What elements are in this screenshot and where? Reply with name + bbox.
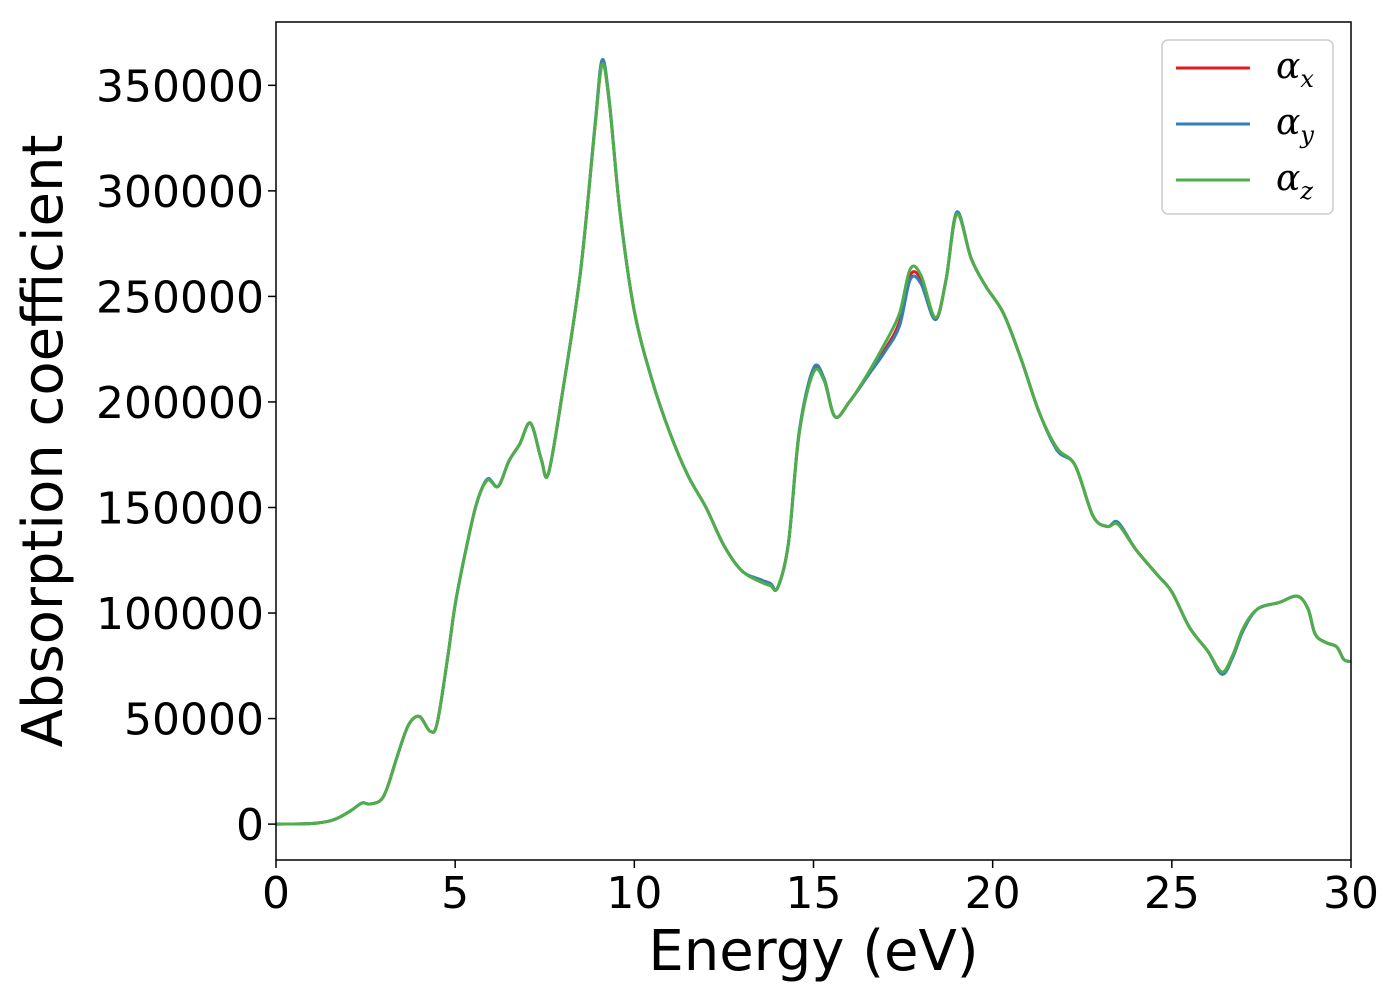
x-tick-label: 20	[965, 868, 1021, 919]
legend-label-base: α	[1276, 158, 1300, 199]
legend-label-subscript: x	[1300, 65, 1314, 93]
y-axis: 0 50000 100000 150000 200000 250000 300000 3500…	[96, 61, 276, 851]
y-axis-title: Absorption coefficient	[11, 135, 76, 748]
legend-label-x: αx	[1276, 46, 1314, 93]
x-tick-label: 25	[1144, 868, 1200, 919]
x-tick-label: 30	[1323, 868, 1379, 919]
x-tick-label: 15	[786, 868, 842, 919]
series-line-z	[276, 62, 1351, 826]
y-tick-label: 200000	[96, 378, 264, 429]
series-layer	[276, 57, 1351, 826]
y-tick-label: 250000	[96, 272, 264, 323]
legend-label-y: αy	[1276, 102, 1314, 149]
x-tick-label: 5	[441, 868, 469, 919]
x-axis-title: Energy (eV)	[648, 919, 978, 984]
x-axis: 0 5 10 15 20 25 30	[262, 860, 1379, 919]
y-tick-label: 350000	[96, 61, 264, 112]
y-tick-label: 300000	[96, 167, 264, 218]
legend-label-base: α	[1276, 102, 1300, 143]
x-tick-label: 0	[262, 868, 290, 919]
legend-label-base: α	[1276, 46, 1300, 87]
legend-label-subscript: z	[1299, 177, 1313, 205]
legend-label-subscript: y	[1299, 121, 1314, 149]
y-tick-label: 100000	[96, 589, 264, 640]
y-tick-label: 0	[236, 800, 264, 851]
y-tick-label: 50000	[124, 695, 264, 746]
legend-box	[1161, 39, 1334, 215]
x-tick-label: 10	[606, 868, 662, 919]
legend-label-z: αz	[1276, 158, 1313, 205]
y-tick-label: 150000	[96, 483, 264, 534]
